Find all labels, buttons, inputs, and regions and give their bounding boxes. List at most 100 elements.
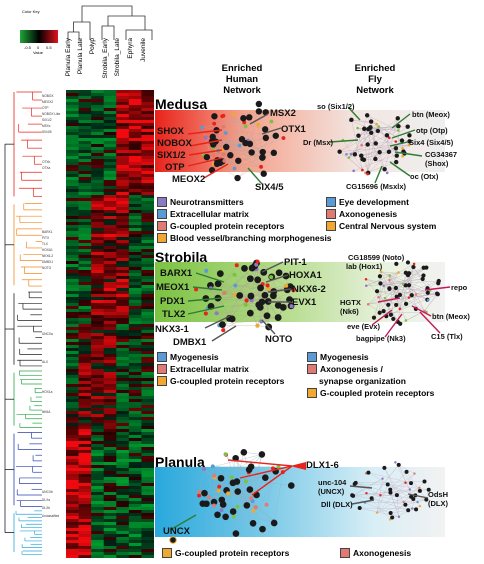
legend-swatch bbox=[157, 364, 167, 374]
heatmap-cell bbox=[78, 555, 92, 558]
heatmap-cell bbox=[116, 384, 130, 388]
heatmap-cell bbox=[91, 306, 105, 310]
heatmap-cell bbox=[141, 513, 154, 517]
heatmap-cell bbox=[116, 456, 130, 460]
heatmap-cell bbox=[91, 189, 105, 193]
heatmap-cell bbox=[66, 429, 79, 433]
heatmap-cell bbox=[91, 372, 105, 376]
heatmap-cell bbox=[66, 213, 79, 217]
heatmap-cell bbox=[66, 498, 79, 502]
heatmap-cell bbox=[116, 402, 130, 406]
network-node bbox=[388, 278, 391, 282]
heatmap-cell bbox=[91, 96, 105, 100]
heatmap-cell bbox=[141, 297, 154, 301]
heatmap-cell bbox=[66, 183, 79, 187]
heatmap-cell bbox=[78, 273, 92, 277]
heatmap-cell bbox=[66, 507, 79, 511]
network-node bbox=[249, 519, 257, 527]
heatmap-cell bbox=[103, 348, 117, 352]
heatmap-cell bbox=[66, 474, 79, 478]
heatmap-cell bbox=[91, 174, 105, 178]
heatmap-cell bbox=[103, 432, 117, 436]
network-edge bbox=[406, 471, 427, 500]
heatmap-cell bbox=[141, 165, 154, 169]
heatmap-cell bbox=[91, 303, 105, 307]
heatmap-cell bbox=[141, 177, 154, 181]
network-edge bbox=[383, 285, 389, 305]
network-node bbox=[401, 154, 404, 158]
heatmap-cell bbox=[78, 219, 92, 223]
heatmap-cell bbox=[103, 138, 117, 142]
heatmap-cell bbox=[66, 489, 79, 493]
heatmap-cell bbox=[66, 366, 79, 370]
network-node bbox=[269, 292, 277, 300]
heatmap-cell bbox=[78, 378, 92, 382]
heatmap-cell bbox=[103, 471, 117, 475]
network-edge bbox=[214, 116, 266, 130]
legend-item: Extracellular matrix bbox=[157, 364, 284, 374]
network-node bbox=[420, 276, 425, 282]
network-edge bbox=[256, 262, 280, 273]
heatmap-cell bbox=[66, 423, 79, 427]
heatmap-cell bbox=[91, 450, 105, 454]
heatmap-cell bbox=[103, 126, 117, 130]
network-edge bbox=[389, 288, 427, 313]
gene-label: HGTX (Nk6) bbox=[340, 298, 361, 316]
network-node bbox=[258, 451, 266, 458]
legend-item: Blood vessel/branching morphogenesis bbox=[157, 233, 332, 243]
network-node bbox=[426, 487, 431, 492]
heatmap-cell bbox=[103, 495, 117, 499]
heatmap-cell bbox=[66, 462, 79, 466]
heatmap-cell bbox=[103, 330, 117, 334]
heatmap-cell bbox=[116, 201, 130, 205]
network-node bbox=[246, 309, 254, 317]
network-node bbox=[375, 128, 381, 134]
network-node bbox=[397, 515, 401, 519]
heatmap-cell bbox=[103, 243, 117, 247]
heatmap-cell bbox=[128, 516, 142, 520]
network-edge bbox=[379, 311, 427, 314]
network-node bbox=[237, 143, 242, 148]
planula-legend-right: Axonogenesis bbox=[340, 548, 411, 558]
heatmap-cell bbox=[128, 234, 142, 238]
heatmap-cell bbox=[128, 540, 142, 544]
heatmap-cell bbox=[66, 120, 79, 124]
heatmap-cell bbox=[103, 534, 117, 538]
heatmap-cell bbox=[78, 342, 92, 346]
heatmap-cell bbox=[66, 165, 79, 169]
heatmap-cell bbox=[66, 447, 79, 451]
medusa-legend-right: Eye development Axonogenesis Central Ner… bbox=[326, 197, 436, 231]
heatmap-cell bbox=[66, 402, 79, 406]
network-edge bbox=[398, 464, 415, 474]
heatmap-cell bbox=[103, 267, 117, 271]
heatmap-cell bbox=[103, 162, 117, 166]
heatmap-cell bbox=[116, 546, 130, 550]
heatmap-cell bbox=[141, 225, 154, 229]
heatmap-cell bbox=[116, 144, 130, 148]
heatmap-cell bbox=[103, 483, 117, 487]
gene-label: MEOX2 bbox=[172, 174, 206, 185]
heatmap-cell bbox=[78, 441, 92, 445]
heatmap-cell bbox=[103, 402, 117, 406]
heatmap-cell bbox=[141, 105, 154, 109]
heatmap-cell bbox=[128, 210, 142, 214]
heatmap-cell bbox=[141, 135, 154, 139]
network-edge bbox=[227, 481, 247, 494]
heatmap-cell bbox=[128, 207, 142, 211]
heatmap-cell bbox=[141, 264, 154, 268]
gene-label: CG34367 (Shox) bbox=[425, 150, 458, 168]
network-edge bbox=[384, 287, 397, 299]
heatmap-cell bbox=[141, 195, 154, 199]
heatmap-cell bbox=[128, 456, 142, 460]
heatmap-cell bbox=[103, 540, 117, 544]
gene-label: bagpipe (Nk3) bbox=[356, 334, 406, 343]
heatmap-cell bbox=[116, 114, 130, 118]
heatmap-cell bbox=[103, 297, 117, 301]
heatmap-cell bbox=[128, 549, 142, 553]
heatmap-cell bbox=[116, 534, 130, 538]
heatmap-cell bbox=[103, 489, 117, 493]
heatmap-cell bbox=[103, 552, 117, 556]
heatmap-cell bbox=[91, 486, 105, 490]
network-node bbox=[388, 312, 394, 317]
